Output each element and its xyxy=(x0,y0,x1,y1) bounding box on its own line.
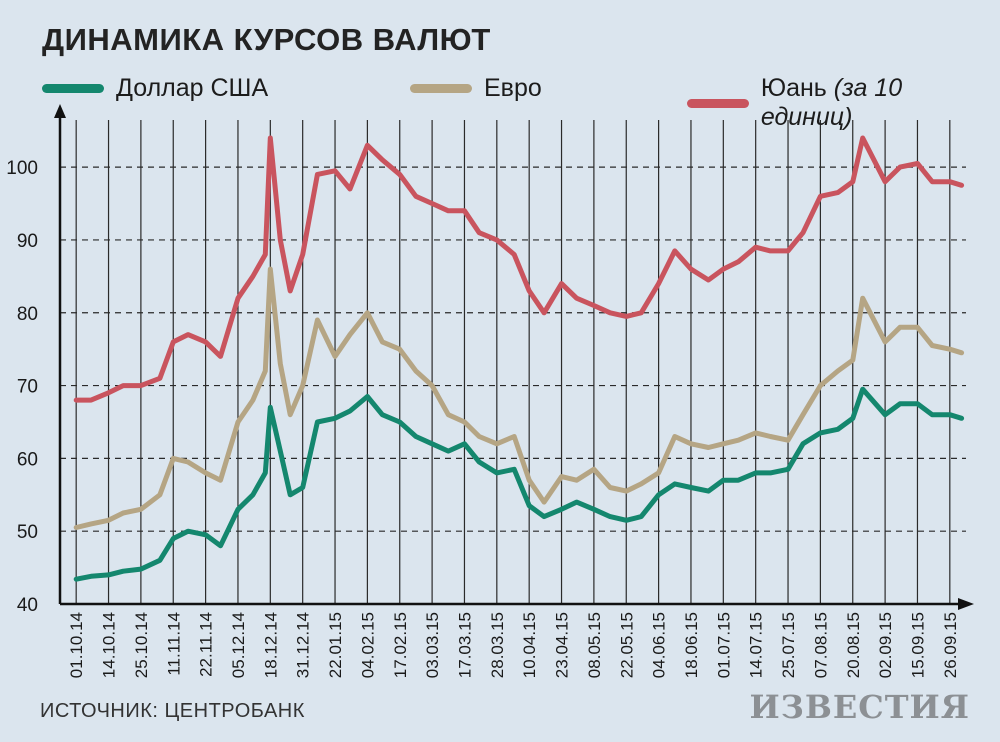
x-tick-label: 08.05.15 xyxy=(585,612,604,678)
legend-label-usd: Доллар США xyxy=(116,74,269,102)
y-tick-label: 40 xyxy=(17,595,38,616)
legend-item-eur: Евро xyxy=(410,74,542,103)
x-tick-label: 05.12.14 xyxy=(229,612,248,678)
series-layer xyxy=(73,135,965,582)
x-tick-label: 22.11.14 xyxy=(197,612,216,677)
x-tick-label: 26.09.15 xyxy=(941,612,960,678)
x-tick-label: 04.02.15 xyxy=(358,612,377,678)
x-tick-label: 18.06.15 xyxy=(682,612,701,678)
x-tick-label: 17.02.15 xyxy=(391,612,410,678)
axis-layer xyxy=(54,104,974,610)
legend-label-eur: Евро xyxy=(484,74,542,102)
x-tick-label: 01.07.15 xyxy=(714,612,733,678)
x-tick-label: 04.06.15 xyxy=(650,612,669,678)
x-tick-label: 10.04.15 xyxy=(520,612,539,678)
brand-logo: ИЗВЕСТИЯ xyxy=(749,688,970,726)
chart-title: ДИНАМИКА КУРСОВ ВАЛЮТ xyxy=(42,22,491,57)
legend-swatch-usd xyxy=(42,84,104,93)
legend-label-cny-wrap: Юань (за 10 единиц) xyxy=(761,74,1000,132)
legend-item-usd: Доллар США xyxy=(42,74,268,103)
x-tick-label: 15.09.15 xyxy=(908,612,927,678)
x-tick-label: 14.07.15 xyxy=(747,612,766,678)
y-tick-label: 90 xyxy=(17,231,38,252)
tick-layer: 40 50 60 70 80 90 100 01.10.14 14.10.14 25.10.14 1… xyxy=(6,158,960,678)
x-tick-label: 14.10.14 xyxy=(100,612,119,678)
x-tick-label: 01.10.14 xyxy=(67,612,86,678)
x-tick-label: 17.03.15 xyxy=(455,612,474,678)
x-tick-label: 18.12.14 xyxy=(261,612,280,678)
legend-item-cny: Юань (за 10 единиц) xyxy=(687,74,1000,132)
x-tick-label: 03.03.15 xyxy=(423,612,442,678)
x-tick-label: 22.05.15 xyxy=(617,612,636,678)
legend-swatch-eur xyxy=(410,84,472,93)
x-tick-label: 31.12.14 xyxy=(294,612,313,678)
series-line-eur xyxy=(73,266,965,530)
x-tick-label: 11.11.14 xyxy=(164,612,183,676)
legend-swatch-cny xyxy=(687,98,749,108)
x-tick-label: 25.10.14 xyxy=(132,612,151,678)
legend-label-cny: Юань xyxy=(760,74,827,102)
x-tick-label: 07.08.15 xyxy=(811,612,830,678)
legend-note-cny: (за 10 единиц) xyxy=(760,74,903,131)
series-line-usd xyxy=(73,386,965,582)
x-tick-label: 22.01.15 xyxy=(326,612,345,678)
y-tick-label: 70 xyxy=(17,377,38,398)
series-line-cny xyxy=(73,135,965,403)
x-tick-label: 20.08.15 xyxy=(844,612,863,678)
x-tick-label: 23.04.15 xyxy=(553,612,572,678)
x-tick-label: 28.03.15 xyxy=(488,612,507,678)
y-tick-label: 100 xyxy=(6,158,38,179)
source-note: ИСТОЧНИК: ЦЕНТРОБАНК xyxy=(40,700,305,722)
x-tick-label: 25.07.15 xyxy=(779,612,798,678)
x-axis-arrow xyxy=(958,598,974,610)
y-tick-label: 60 xyxy=(17,449,38,470)
y-tick-label: 80 xyxy=(17,304,38,325)
y-tick-label: 50 xyxy=(17,522,38,543)
x-tick-label: 02.09.15 xyxy=(876,612,895,678)
y-axis-arrow xyxy=(54,104,66,118)
